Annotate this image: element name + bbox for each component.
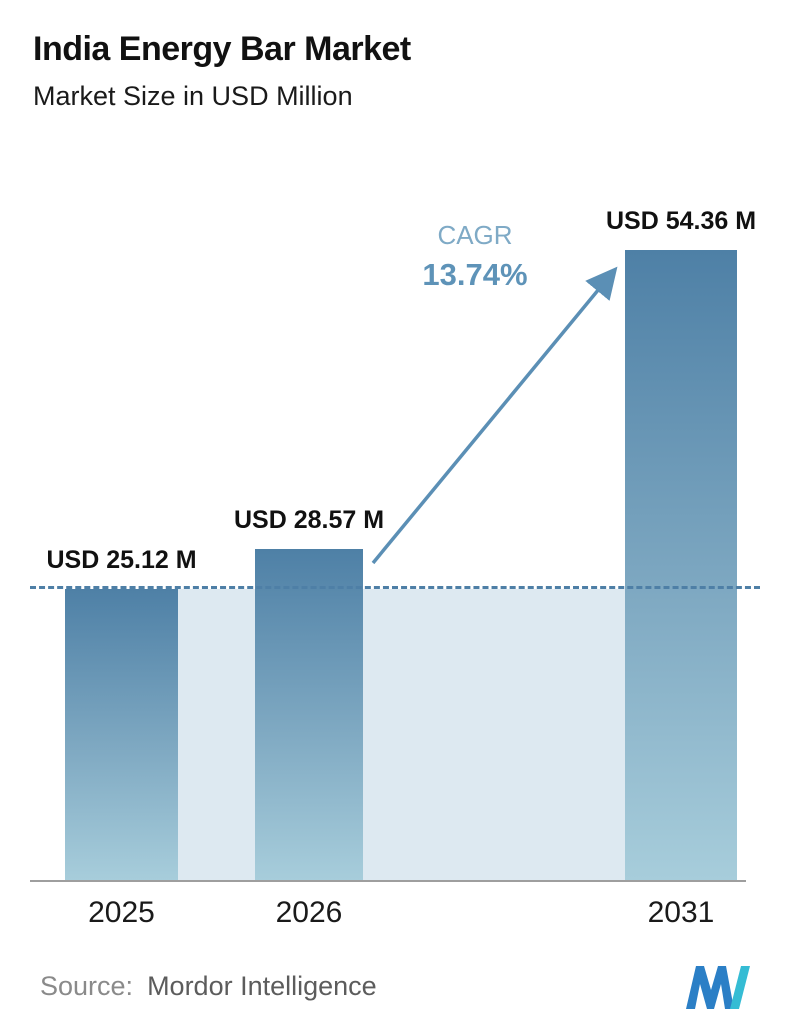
cagr-annotation: CAGR 13.74% bbox=[385, 220, 565, 293]
bar-value-label-2026: USD 28.57 M bbox=[233, 506, 385, 534]
chart-subtitle: Market Size in USD Million bbox=[33, 81, 353, 111]
source-line: Source: Mordor Intelligence bbox=[40, 971, 377, 1002]
bar-chart-plot-area: CAGR 13.74% USD 25.12 M USD 28.57 M USD … bbox=[30, 142, 760, 882]
bar-value-label-2031: USD 54.36 M bbox=[605, 207, 757, 235]
bar-2025 bbox=[65, 589, 178, 880]
x-tick-2031: 2031 bbox=[647, 896, 715, 929]
footer: Source: Mordor Intelligence bbox=[40, 962, 750, 1010]
bar-value-label-2025: USD 25.12 M bbox=[46, 546, 197, 574]
mordor-intelligence-logo bbox=[686, 966, 750, 1009]
bar-2031 bbox=[625, 250, 737, 880]
source-value: Mordor Intelligence bbox=[147, 970, 377, 1001]
chart-header: India Energy Bar Market Market Size in U… bbox=[0, 0, 796, 112]
x-tick-2025: 2025 bbox=[88, 896, 155, 929]
cagr-label: CAGR bbox=[437, 220, 513, 250]
bar-2026 bbox=[255, 549, 363, 880]
cagr-value: 13.74% bbox=[422, 257, 528, 292]
chart-title: India Energy Bar Market bbox=[33, 30, 411, 68]
x-axis-line bbox=[30, 880, 746, 882]
reference-dashed-line bbox=[30, 586, 760, 589]
x-tick-2026: 2026 bbox=[275, 896, 343, 929]
x-axis-labels: 2025 2026 2031 bbox=[30, 882, 746, 940]
source-label: Source: bbox=[40, 970, 134, 1001]
